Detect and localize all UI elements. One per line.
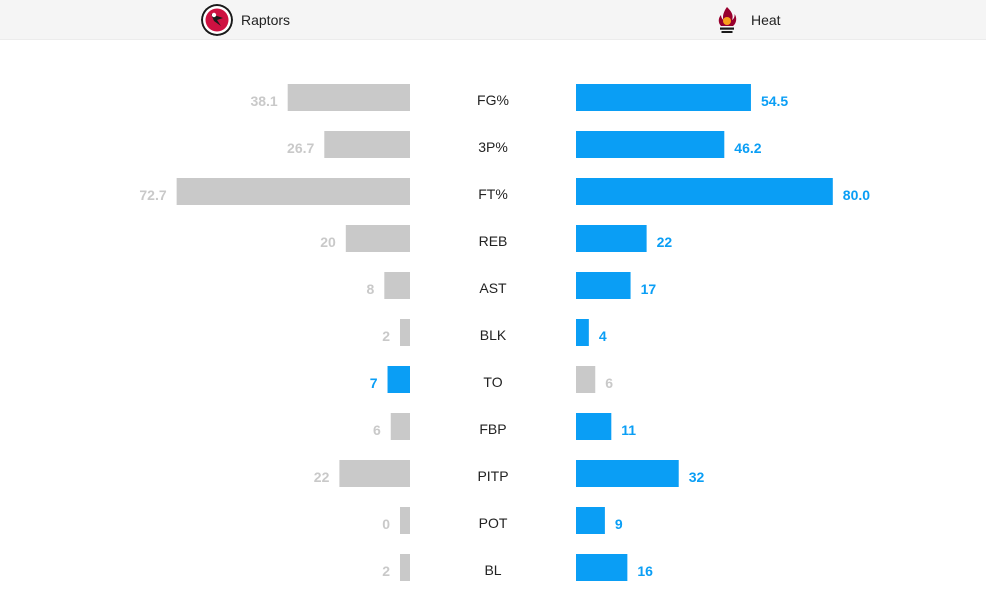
heat-bar-0	[576, 84, 751, 111]
stat-category-label: PITP	[477, 468, 508, 484]
stat-category-label: REB	[479, 233, 508, 249]
raptors-value-label: 20	[320, 234, 336, 250]
heat-value-label: 80.0	[843, 187, 870, 203]
stat-category-label: BLK	[480, 327, 507, 343]
stat-category-label: FT%	[478, 186, 508, 202]
stat-category-label: FG%	[477, 92, 509, 108]
raptors-bar-5	[400, 319, 410, 346]
heat-bar-7	[576, 413, 612, 440]
raptors-bar-1	[324, 131, 410, 158]
stat-category-label: 3P%	[478, 139, 508, 155]
away-team-name: Heat	[751, 11, 781, 28]
raptors-value-label: 7	[370, 375, 378, 391]
raptors-bar-6	[387, 366, 410, 393]
stat-category-label: FBP	[479, 421, 506, 437]
heat-value-label: 16	[637, 563, 653, 579]
home-team-name: Raptors	[241, 11, 291, 28]
heat-value-label: 9	[615, 516, 623, 532]
stat-category-label: BL	[484, 562, 501, 578]
heat-bar-1	[576, 131, 725, 158]
raptors-value-label: 2	[382, 328, 390, 344]
raptors-value-label: 72.7	[139, 187, 166, 203]
raptors-bar-9	[400, 507, 410, 534]
raptors-bar-7	[390, 413, 410, 440]
raptors-logo-icon	[201, 3, 233, 36]
team-header: Raptors Heat	[0, 0, 986, 40]
heat-value-label: 46.2	[734, 140, 761, 156]
heat-bar-2	[576, 178, 833, 205]
heat-bar-10	[576, 554, 628, 581]
raptors-value-label: 2	[382, 563, 390, 579]
raptors-value-label: 22	[314, 469, 330, 485]
raptors-value-label: 0	[382, 516, 390, 532]
raptors-bar-4	[384, 272, 410, 299]
stat-category-label: TO	[483, 374, 502, 390]
heat-value-label: 6	[605, 375, 613, 391]
heat-bar-9	[576, 507, 605, 534]
heat-bar-3	[576, 225, 647, 252]
heat-value-label: 22	[657, 234, 673, 250]
raptors-bar-3	[345, 225, 410, 252]
raptors-value-label: 8	[367, 281, 375, 297]
heat-bar-8	[576, 460, 679, 487]
away-team[interactable]: Heat	[711, 0, 781, 39]
raptors-bar-0	[287, 84, 410, 111]
heat-value-label: 17	[641, 281, 657, 297]
raptors-bar-2	[176, 178, 410, 205]
heat-bar-4	[576, 272, 631, 299]
heat-bar-6	[576, 366, 596, 393]
heat-value-label: 54.5	[761, 93, 788, 109]
raptors-value-label: 38.1	[250, 93, 277, 109]
heat-bar-5	[576, 319, 589, 346]
raptors-bar-10	[400, 554, 410, 581]
raptors-bar-8	[339, 460, 410, 487]
stat-category-label: POT	[479, 515, 508, 531]
heat-value-label: 32	[689, 469, 705, 485]
heat-logo-icon	[718, 6, 737, 33]
raptors-value-label: 6	[373, 422, 381, 438]
heat-value-label: 11	[621, 422, 636, 438]
stat-category-label: AST	[479, 280, 507, 296]
home-team[interactable]: Raptors	[201, 0, 290, 39]
heat-value-label: 4	[599, 328, 607, 344]
raptors-value-label: 26.7	[287, 140, 314, 156]
